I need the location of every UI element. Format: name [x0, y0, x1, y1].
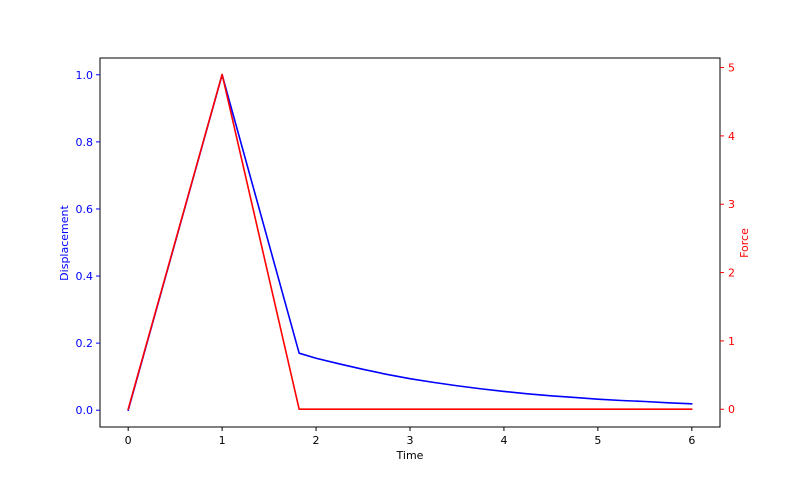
left-tick-label: 0.4 [76, 270, 94, 283]
x-tick-label: 2 [313, 434, 320, 447]
left-tick-label: 0.2 [76, 337, 94, 350]
x-axis-ticks: 0 1 2 3 4 5 6 [125, 427, 695, 447]
x-tick-label: 5 [594, 434, 601, 447]
plot-frame [99, 57, 721, 428]
right-axis-ticks: 0 1 2 3 4 5 [720, 62, 735, 416]
left-axis-title: Displacement [58, 205, 71, 281]
left-tick-label: 0.0 [76, 404, 94, 417]
right-tick-label: 5 [728, 62, 735, 75]
left-tick-label: 0.6 [76, 203, 94, 216]
right-axis-title: Force [738, 228, 751, 258]
x-tick-label: 3 [407, 434, 414, 447]
force-series-line [127, 73, 693, 411]
right-tick-label: 4 [728, 130, 735, 143]
left-tick-label: 0.8 [76, 136, 94, 149]
x-tick-label: 4 [500, 434, 507, 447]
right-tick-label: 0 [728, 403, 735, 416]
displacement-series-line [127, 73, 693, 412]
x-tick-label: 1 [219, 434, 226, 447]
left-axis-ticks: 0.0 0.2 0.4 0.6 0.8 1.0 [76, 69, 100, 417]
x-tick-label: 6 [688, 434, 695, 447]
x-axis-title: Time [396, 449, 424, 462]
right-tick-label: 1 [728, 335, 735, 348]
series-layer [127, 73, 693, 412]
x-tick-label: 0 [125, 434, 132, 447]
right-tick-label: 2 [728, 267, 735, 280]
left-tick-label: 1.0 [76, 69, 94, 82]
right-tick-label: 3 [728, 198, 735, 211]
